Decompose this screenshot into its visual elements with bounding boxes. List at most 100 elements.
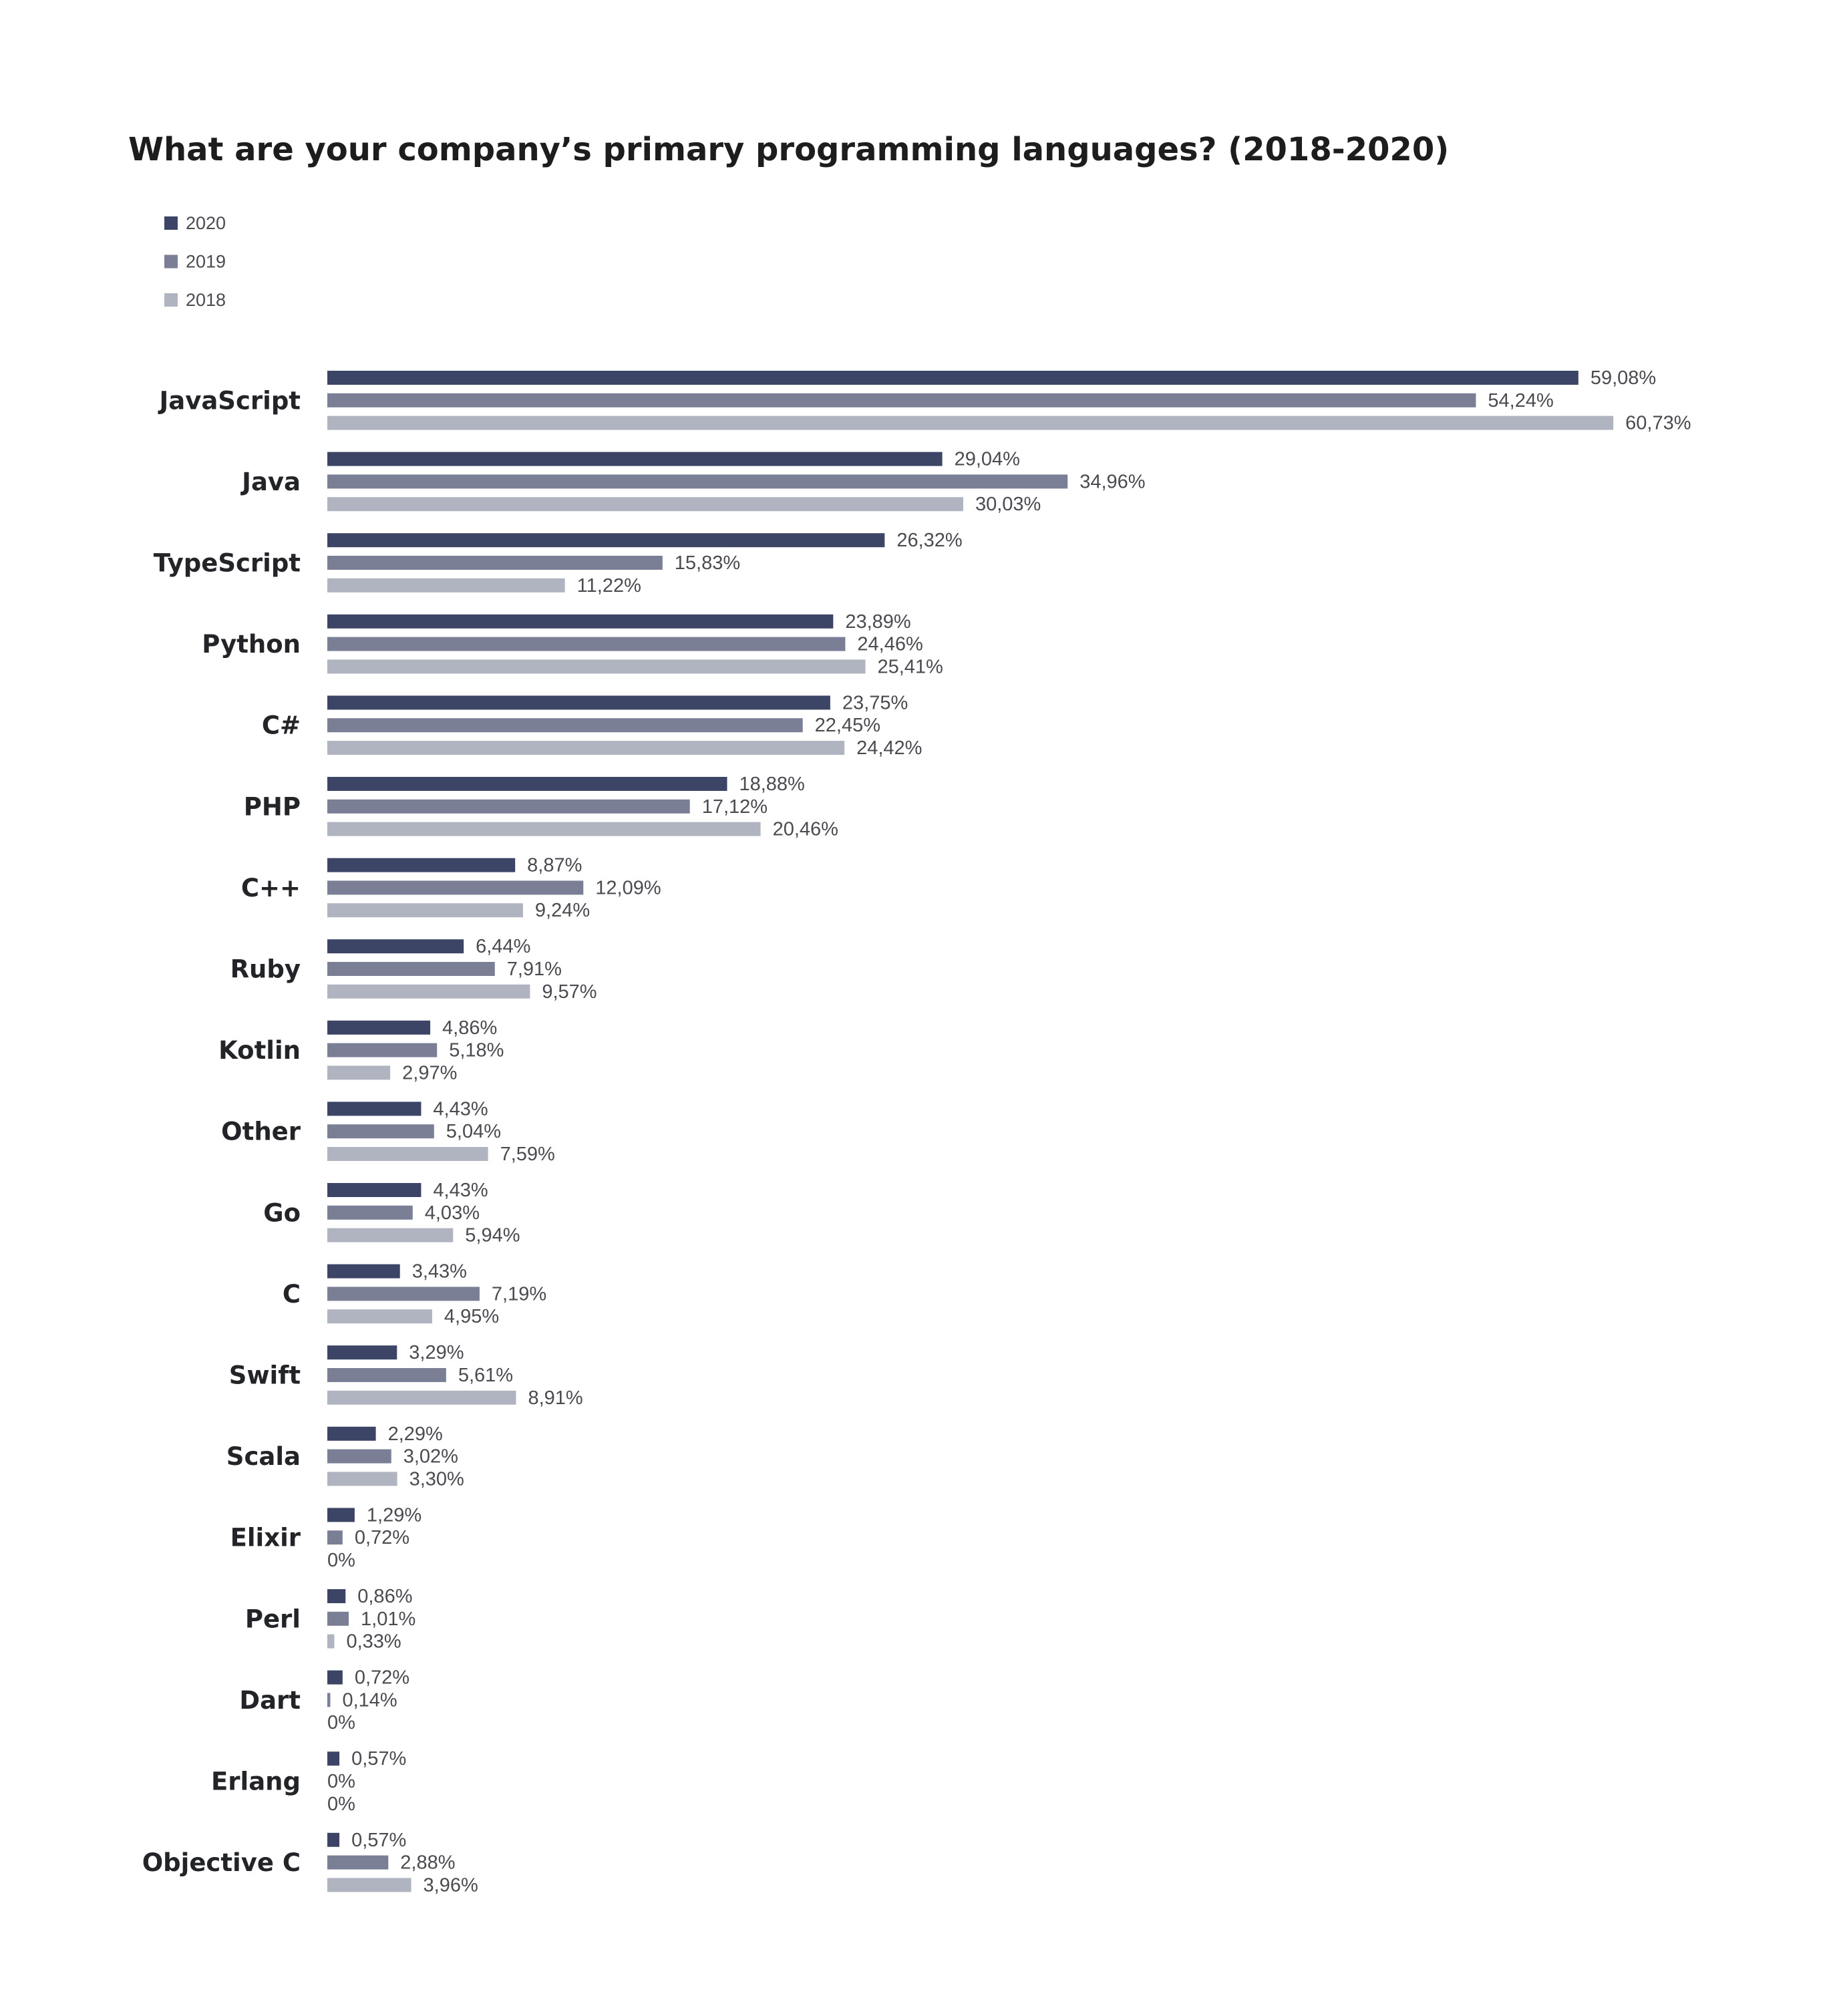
value-label-2020: 18,88% [739,774,804,795]
value-label-2019: 2,88% [400,1852,455,1874]
value-label-2020: 0,86% [357,1586,412,1607]
category-label: Other [221,1118,301,1146]
bar-2018 [327,822,761,836]
bar-2020 [327,1264,400,1279]
value-label-2018: 4,95% [444,1306,499,1327]
value-label-2020: 4,43% [433,1180,488,1201]
value-label-2018: 25,41% [877,656,943,677]
value-label-2020: 6,44% [476,936,530,957]
bar-2020 [327,533,885,548]
bar-2018 [327,741,845,755]
bar-2018 [327,1472,397,1486]
bar-2018 [327,415,1614,430]
bar-2020 [327,1183,422,1197]
value-label-2019: 0% [327,1771,355,1792]
category-label: Perl [245,1605,301,1633]
bar-2019 [327,556,663,570]
bar-2020 [327,1670,343,1685]
value-label-2019: 0,72% [355,1527,409,1548]
bar-2018 [327,497,963,512]
bar-2019 [327,1205,413,1220]
bar-2019 [327,962,495,976]
value-label-2018: 2,97% [402,1062,457,1083]
value-label-2018: 7,59% [500,1144,555,1165]
value-label-2019: 5,04% [446,1121,501,1142]
bar-2019 [327,1043,438,1057]
category-label: Scala [226,1442,301,1471]
bar-2019 [327,1368,446,1382]
bar-2020 [327,371,1578,385]
legend-swatch-2018 [164,293,178,307]
bar-2020 [327,939,464,954]
value-label-2019: 0,14% [342,1689,397,1711]
legend-swatch-2019 [164,255,178,269]
bar-2020 [327,1589,346,1603]
value-label-2019: 7,19% [492,1283,546,1305]
category-label: Kotlin [218,1036,301,1065]
bar-2018 [327,1878,411,1892]
bar-2020 [327,614,834,629]
bar-2020 [327,1345,397,1360]
value-label-2020: 4,86% [442,1017,497,1039]
value-label-2020: 3,43% [412,1261,467,1283]
bar-2020 [327,1020,431,1035]
bar-2018 [327,1390,516,1405]
value-label-2020: 1,29% [367,1504,422,1526]
bar-2019 [327,1611,349,1626]
bar-2020 [327,452,943,466]
value-label-2018: 3,30% [409,1468,464,1490]
value-label-2019: 15,83% [675,552,740,574]
value-label-2018: 9,24% [535,900,590,921]
bar-2019 [327,880,584,895]
value-label-2018: 9,57% [542,981,597,1003]
legend-label-2018: 2018 [186,290,226,310]
value-label-2018: 5,94% [465,1225,520,1246]
bar-2020 [327,1508,355,1522]
category-label: TypeScript [154,549,301,578]
value-label-2019: 17,12% [702,796,768,818]
value-label-2018: 20,46% [773,819,838,840]
category-label: Swift [229,1361,301,1390]
bar-2020 [327,1426,376,1441]
category-label: PHP [244,792,301,821]
value-label-2019: 7,91% [507,959,562,980]
value-label-2019: 5,61% [458,1365,513,1386]
value-label-2019: 34,96% [1079,471,1145,492]
bar-2018 [327,1065,391,1080]
legend-label-2019: 2019 [186,252,226,272]
bar-2020 [327,1832,340,1847]
value-label-2019: 24,46% [857,634,923,655]
category-label: Dart [239,1686,301,1715]
category-label: Ruby [230,955,301,984]
value-label-2020: 29,04% [955,449,1020,470]
bar-2020 [327,695,830,710]
category-label: Java [240,468,301,496]
bar-2018 [327,984,530,999]
bar-2020 [327,1751,340,1766]
bar-2019 [327,799,690,814]
value-label-2019: 54,24% [1488,390,1553,411]
bar-2020 [327,1102,422,1116]
value-label-2020: 2,29% [388,1423,443,1445]
category-label: Elixir [230,1524,301,1552]
bar-2019 [327,1855,389,1870]
value-label-2019: 5,18% [449,1040,504,1061]
bar-2018 [327,1147,488,1161]
bar-2019 [327,393,1476,407]
category-label: Erlang [211,1768,301,1796]
bar-2018 [327,1228,454,1242]
category-label: C++ [241,874,301,902]
value-label-2018: 3,96% [424,1874,478,1896]
bar-2018 [327,578,565,593]
bar-2020 [327,777,727,791]
value-label-2019: 12,09% [595,877,661,898]
bar-2019 [327,1530,343,1545]
value-label-2020: 0,57% [351,1830,406,1851]
value-label-2019: 3,02% [403,1446,458,1468]
category-label: Go [263,1198,301,1227]
value-label-2018: 11,22% [577,575,641,597]
bar-2018 [327,1309,432,1324]
value-label-2019: 4,03% [425,1202,480,1224]
bar-2019 [327,1449,391,1464]
